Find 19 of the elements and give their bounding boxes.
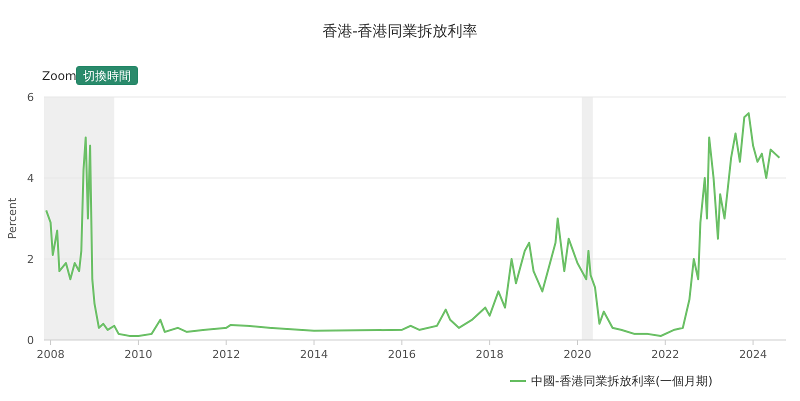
x-tick-label: 2010 <box>124 348 152 361</box>
x-tick-label: 2024 <box>739 348 768 361</box>
x-tick-label: 2008 <box>36 348 65 361</box>
x-tick-label: 2016 <box>388 348 416 361</box>
x-tick-label: 2012 <box>212 348 240 361</box>
legend-label: 中國-香港同業拆放利率(一個月期) <box>531 374 713 388</box>
chart-title: 香港-香港同業拆放利率 <box>322 22 478 40</box>
y-axis-title: Percent <box>6 197 19 240</box>
line-series <box>45 112 780 337</box>
x-tick-label: 2020 <box>563 348 592 361</box>
y-tick-label: 4 <box>27 172 34 185</box>
text: Zoom <box>42 69 77 83</box>
y-tick-label: 6 <box>27 91 34 104</box>
y-tick-label: 0 <box>27 334 34 347</box>
x-tick-label: 2022 <box>651 348 680 361</box>
y-tick-label: 2 <box>27 253 34 266</box>
text: 切換時間 <box>83 69 131 83</box>
x-tick-label: 2014 <box>300 348 328 361</box>
x-tick-label: 2018 <box>476 348 504 361</box>
